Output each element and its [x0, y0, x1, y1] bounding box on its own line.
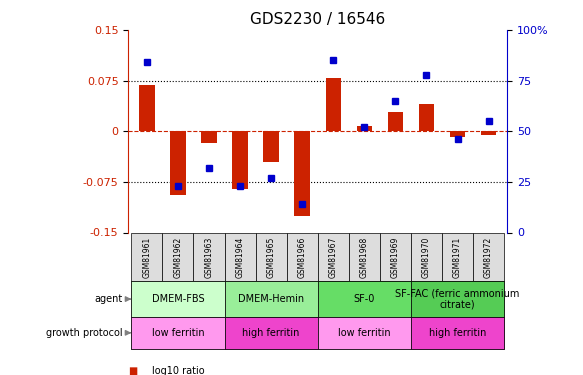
Bar — [232, 131, 248, 189]
Bar — [411, 281, 504, 317]
Text: DMEM-Hemin: DMEM-Hemin — [238, 294, 304, 304]
Bar — [318, 232, 349, 281]
Bar — [224, 317, 318, 349]
Bar — [131, 317, 224, 349]
Bar — [349, 232, 380, 281]
Bar — [419, 104, 434, 131]
Text: growth protocol: growth protocol — [46, 328, 122, 338]
Bar — [131, 232, 163, 281]
Bar — [481, 131, 496, 135]
Text: GSM81962: GSM81962 — [174, 236, 182, 278]
Text: SF-FAC (ferric ammonium
citrate): SF-FAC (ferric ammonium citrate) — [395, 288, 519, 310]
Bar — [194, 232, 224, 281]
Bar — [139, 86, 154, 131]
Text: GSM81965: GSM81965 — [266, 236, 276, 278]
Title: GDS2230 / 16546: GDS2230 / 16546 — [250, 12, 385, 27]
Text: GSM81964: GSM81964 — [236, 236, 245, 278]
Text: GSM81970: GSM81970 — [422, 236, 431, 278]
Bar — [170, 131, 186, 195]
Bar — [411, 317, 504, 349]
Text: GSM81961: GSM81961 — [142, 236, 152, 278]
Bar — [294, 131, 310, 216]
Text: GSM81967: GSM81967 — [329, 236, 338, 278]
Bar — [163, 232, 194, 281]
Text: low ferritin: low ferritin — [338, 328, 391, 338]
Bar — [411, 232, 442, 281]
Text: GSM81972: GSM81972 — [484, 236, 493, 278]
Text: GSM81963: GSM81963 — [205, 236, 213, 278]
Text: log10 ratio: log10 ratio — [152, 366, 204, 375]
Text: GSM81971: GSM81971 — [453, 236, 462, 278]
Bar — [224, 232, 255, 281]
Bar — [388, 112, 403, 131]
Bar — [264, 131, 279, 162]
Bar — [357, 126, 372, 131]
Text: GSM81968: GSM81968 — [360, 236, 369, 278]
Text: DMEM-FBS: DMEM-FBS — [152, 294, 204, 304]
Text: GSM81969: GSM81969 — [391, 236, 400, 278]
Text: agent: agent — [94, 294, 122, 304]
Text: high ferritin: high ferritin — [243, 328, 300, 338]
Text: high ferritin: high ferritin — [429, 328, 486, 338]
Bar — [449, 131, 465, 136]
Bar — [224, 281, 318, 317]
Text: ■: ■ — [128, 366, 138, 375]
Bar — [131, 281, 224, 317]
Bar — [380, 232, 411, 281]
Text: SF-0: SF-0 — [354, 294, 375, 304]
Bar — [442, 232, 473, 281]
Text: low ferritin: low ferritin — [152, 328, 204, 338]
Bar — [318, 281, 411, 317]
Bar — [325, 78, 341, 131]
Bar — [318, 317, 411, 349]
Bar — [255, 232, 287, 281]
Text: GSM81966: GSM81966 — [298, 236, 307, 278]
Bar — [287, 232, 318, 281]
Bar — [473, 232, 504, 281]
Bar — [201, 131, 217, 143]
